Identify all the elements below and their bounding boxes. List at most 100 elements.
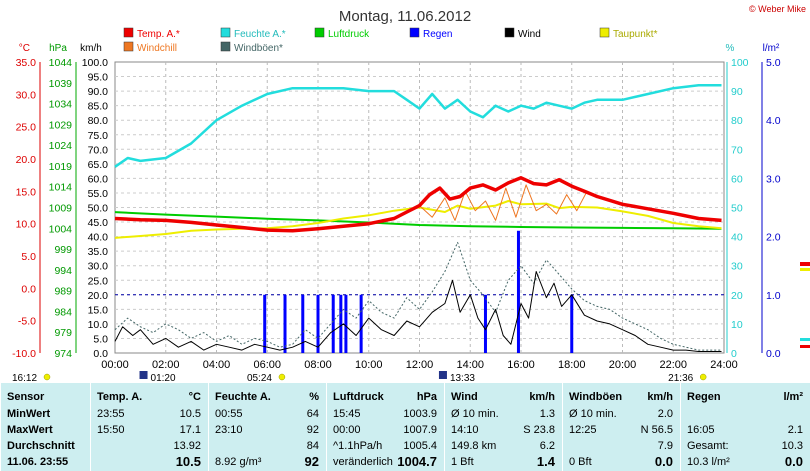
legend-label-5: Taupunkt* — [613, 29, 658, 40]
stats-temp-left-0: 23:55 — [97, 408, 125, 420]
stats-press-value-3: 1004.7 — [397, 454, 437, 469]
stats-press-value-2: 1005.4 — [403, 440, 437, 452]
stats-label-3: 11.06. 23:55 — [7, 456, 69, 468]
pressure-tick-14: 974 — [54, 348, 72, 360]
stats-hum-left-1: 23:10 — [215, 424, 243, 436]
x-tick-label-2: 04:00 — [203, 359, 231, 371]
temp-tick-5: 10.0 — [16, 219, 37, 231]
temp-tick-2: 25.0 — [16, 122, 37, 134]
sun-icon — [43, 373, 51, 381]
rain-bar-9 — [516, 230, 520, 353]
stats-head-sensor: Sensor — [7, 391, 45, 403]
legend-swatch-1 — [220, 27, 231, 38]
stats-gust-value-2: 7.9 — [657, 440, 673, 452]
legend-label-6: Windchill — [137, 43, 177, 54]
temp-tick-0: 35.0 — [16, 57, 37, 69]
pressure-tick-1: 1039 — [49, 78, 73, 90]
legend-swatch-6 — [123, 41, 134, 52]
stats-rain-value-1: 2.1 — [787, 424, 803, 436]
stats-head-hum: Feuchte A. — [215, 391, 271, 403]
legend-swatch-4 — [504, 27, 515, 38]
statistics-table: Sensor MinWert MaxWert Durchschnitt 11.06. 2… — [0, 383, 810, 471]
stats-press-left-0: 15:45 — [333, 408, 361, 420]
wind-unit-label: km/h — [80, 43, 102, 54]
pressure-tick-4: 1024 — [49, 140, 73, 152]
rain-bar-1 — [283, 294, 287, 353]
axis-unit-labels: °C hPa km/h % l/m² — [19, 43, 780, 54]
series-line-temp-a- — [114, 176, 722, 233]
stats-unit-gust: km/h — [647, 391, 673, 403]
pressure-tick-9: 999 — [54, 244, 72, 256]
weather-chart: Montag, 11.06.2012 © Weber Mike Temp. A.… — [12, 4, 810, 383]
rain-tick-4: 1.0 — [766, 290, 781, 302]
wind-tick-0: 100.0 — [82, 57, 108, 69]
wind-tick-8: 60.0 — [88, 173, 109, 185]
series-lines — [114, 84, 722, 352]
pressure-tick-6: 1014 — [49, 182, 73, 194]
stats-label-2: Durchschnitt — [7, 440, 75, 452]
wind-tick-2: 90.0 — [88, 86, 109, 98]
edge-cyan-mark — [800, 338, 810, 341]
stats-unit-rain: l/m² — [783, 391, 803, 403]
series-line-windchill — [419, 184, 598, 221]
temp-tick-7: 0.0 — [21, 283, 36, 295]
credit-label: © Weber Mike — [749, 4, 806, 14]
pressure-tick-2: 1034 — [49, 99, 73, 111]
stats-rain-left-1: 16:05 — [687, 424, 715, 436]
stats-hum-left-0: 00:55 — [215, 408, 243, 420]
rain-bar-5 — [339, 294, 343, 353]
legend-swatch-7 — [220, 41, 231, 52]
stats-rain-value-2: 10.3 — [781, 440, 803, 452]
pressure-tick-10: 994 — [54, 265, 72, 277]
wind-tick-17: 15.0 — [88, 304, 109, 316]
wind-tick-15: 25.0 — [88, 275, 109, 287]
stats-rain-left-2: Gesamt: — [687, 440, 729, 452]
x-tick-label-12: 24:00 — [710, 359, 738, 371]
pressure-tick-13: 979 — [54, 327, 72, 339]
stats-temp-value-0: 10.5 — [179, 408, 201, 420]
temp-tick-3: 20.0 — [16, 154, 37, 166]
pressure-tick-3: 1029 — [49, 119, 73, 131]
humidity-tick-2: 80 — [731, 115, 743, 127]
stats-head-press: Luftdruck — [333, 391, 384, 403]
x-tick-label-8: 16:00 — [507, 359, 535, 371]
wind-tick-9: 55.0 — [88, 188, 109, 200]
edge-red-mark-2 — [800, 345, 810, 348]
pressure-tick-11: 989 — [54, 286, 72, 298]
stats-column-sensor: Sensor MinWert MaxWert Durchschnitt 11.06. 2… — [0, 383, 91, 471]
time-marker-label-4: 21:36 — [668, 373, 693, 383]
moon-icon — [139, 371, 148, 379]
wind-tick-4: 80.0 — [88, 115, 109, 127]
stats-gust-value-0: 2.0 — [657, 408, 673, 420]
wind-tick-5: 75.0 — [88, 130, 109, 142]
stats-gust-left-0: Ø 10 min. — [569, 408, 617, 420]
pressure-unit-label: hPa — [49, 43, 67, 54]
wind-tick-14: 30.0 — [88, 261, 109, 273]
legend-swatch-5 — [599, 27, 610, 38]
humidity-tick-5: 50 — [731, 203, 743, 215]
chart-title: Montag, 11.06.2012 — [339, 8, 471, 25]
legend: Temp. A.* Feuchte A.* Luftdruck Regen Wind Ta… — [123, 27, 658, 54]
stats-gust-value-3: 0.0 — [654, 454, 673, 469]
x-tick-label-3: 06:00 — [253, 359, 281, 371]
edge-red-mark — [800, 262, 810, 266]
wind-tick-12: 40.0 — [88, 232, 109, 244]
sun-icon — [699, 373, 707, 381]
stats-gust-left-1: 12:25 — [569, 424, 597, 436]
wind-tick-6: 70.0 — [88, 144, 109, 156]
stats-rain-left-3: 10.3 l/m² — [687, 456, 730, 468]
stats-head-gust: Windböen — [569, 391, 623, 403]
x-tick-label-11: 22:00 — [659, 359, 687, 371]
stats-unit-hum: % — [309, 391, 319, 403]
legend-label-7: Windböen* — [234, 43, 283, 54]
stats-column-temp: Temp. A. °C 23:55 10.5 15:50 17.1 13.92 10.5 — [90, 383, 209, 471]
moon-icon — [438, 371, 447, 379]
time-marker-label-0: 16:12 — [12, 373, 37, 383]
stats-wind-left-3: 1 Bft — [451, 456, 474, 468]
stats-gust-left-3: 0 Bft — [569, 456, 592, 468]
wind-tick-7: 65.0 — [88, 159, 109, 171]
rain-bar-4 — [331, 294, 335, 353]
pressure-tick-7: 1009 — [49, 203, 73, 215]
temp-tick-6: 5.0 — [21, 251, 36, 263]
rain-bar-2 — [301, 294, 305, 353]
